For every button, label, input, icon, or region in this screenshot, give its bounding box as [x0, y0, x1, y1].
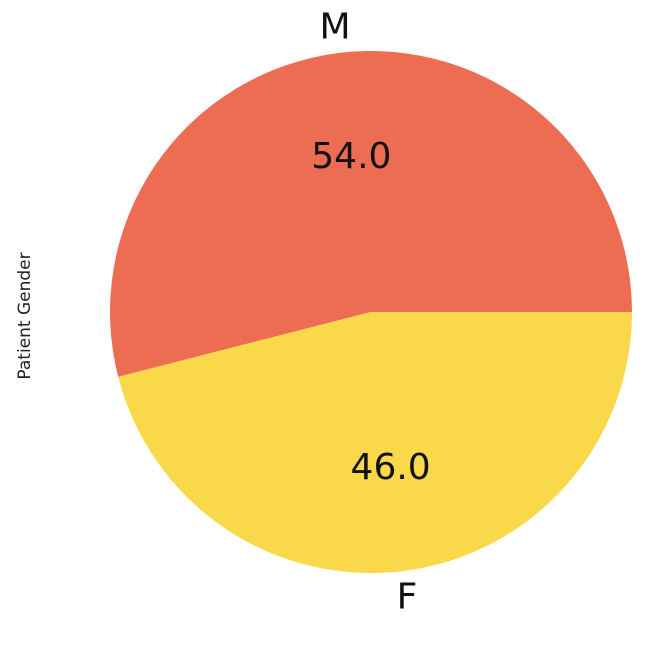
- y-axis-label: Patient Gender: [15, 252, 35, 379]
- pie-labels: M 54.0 F 46.0: [311, 7, 430, 618]
- slice-label-f: F: [397, 576, 418, 617]
- pie-slice-f: [118, 312, 632, 573]
- slice-value-m: 54.0: [311, 136, 391, 177]
- pie-slice-m: [109, 50, 632, 377]
- slice-label-m: M: [319, 7, 350, 48]
- pie-slices: [109, 50, 632, 573]
- slice-value-f: 46.0: [351, 447, 431, 488]
